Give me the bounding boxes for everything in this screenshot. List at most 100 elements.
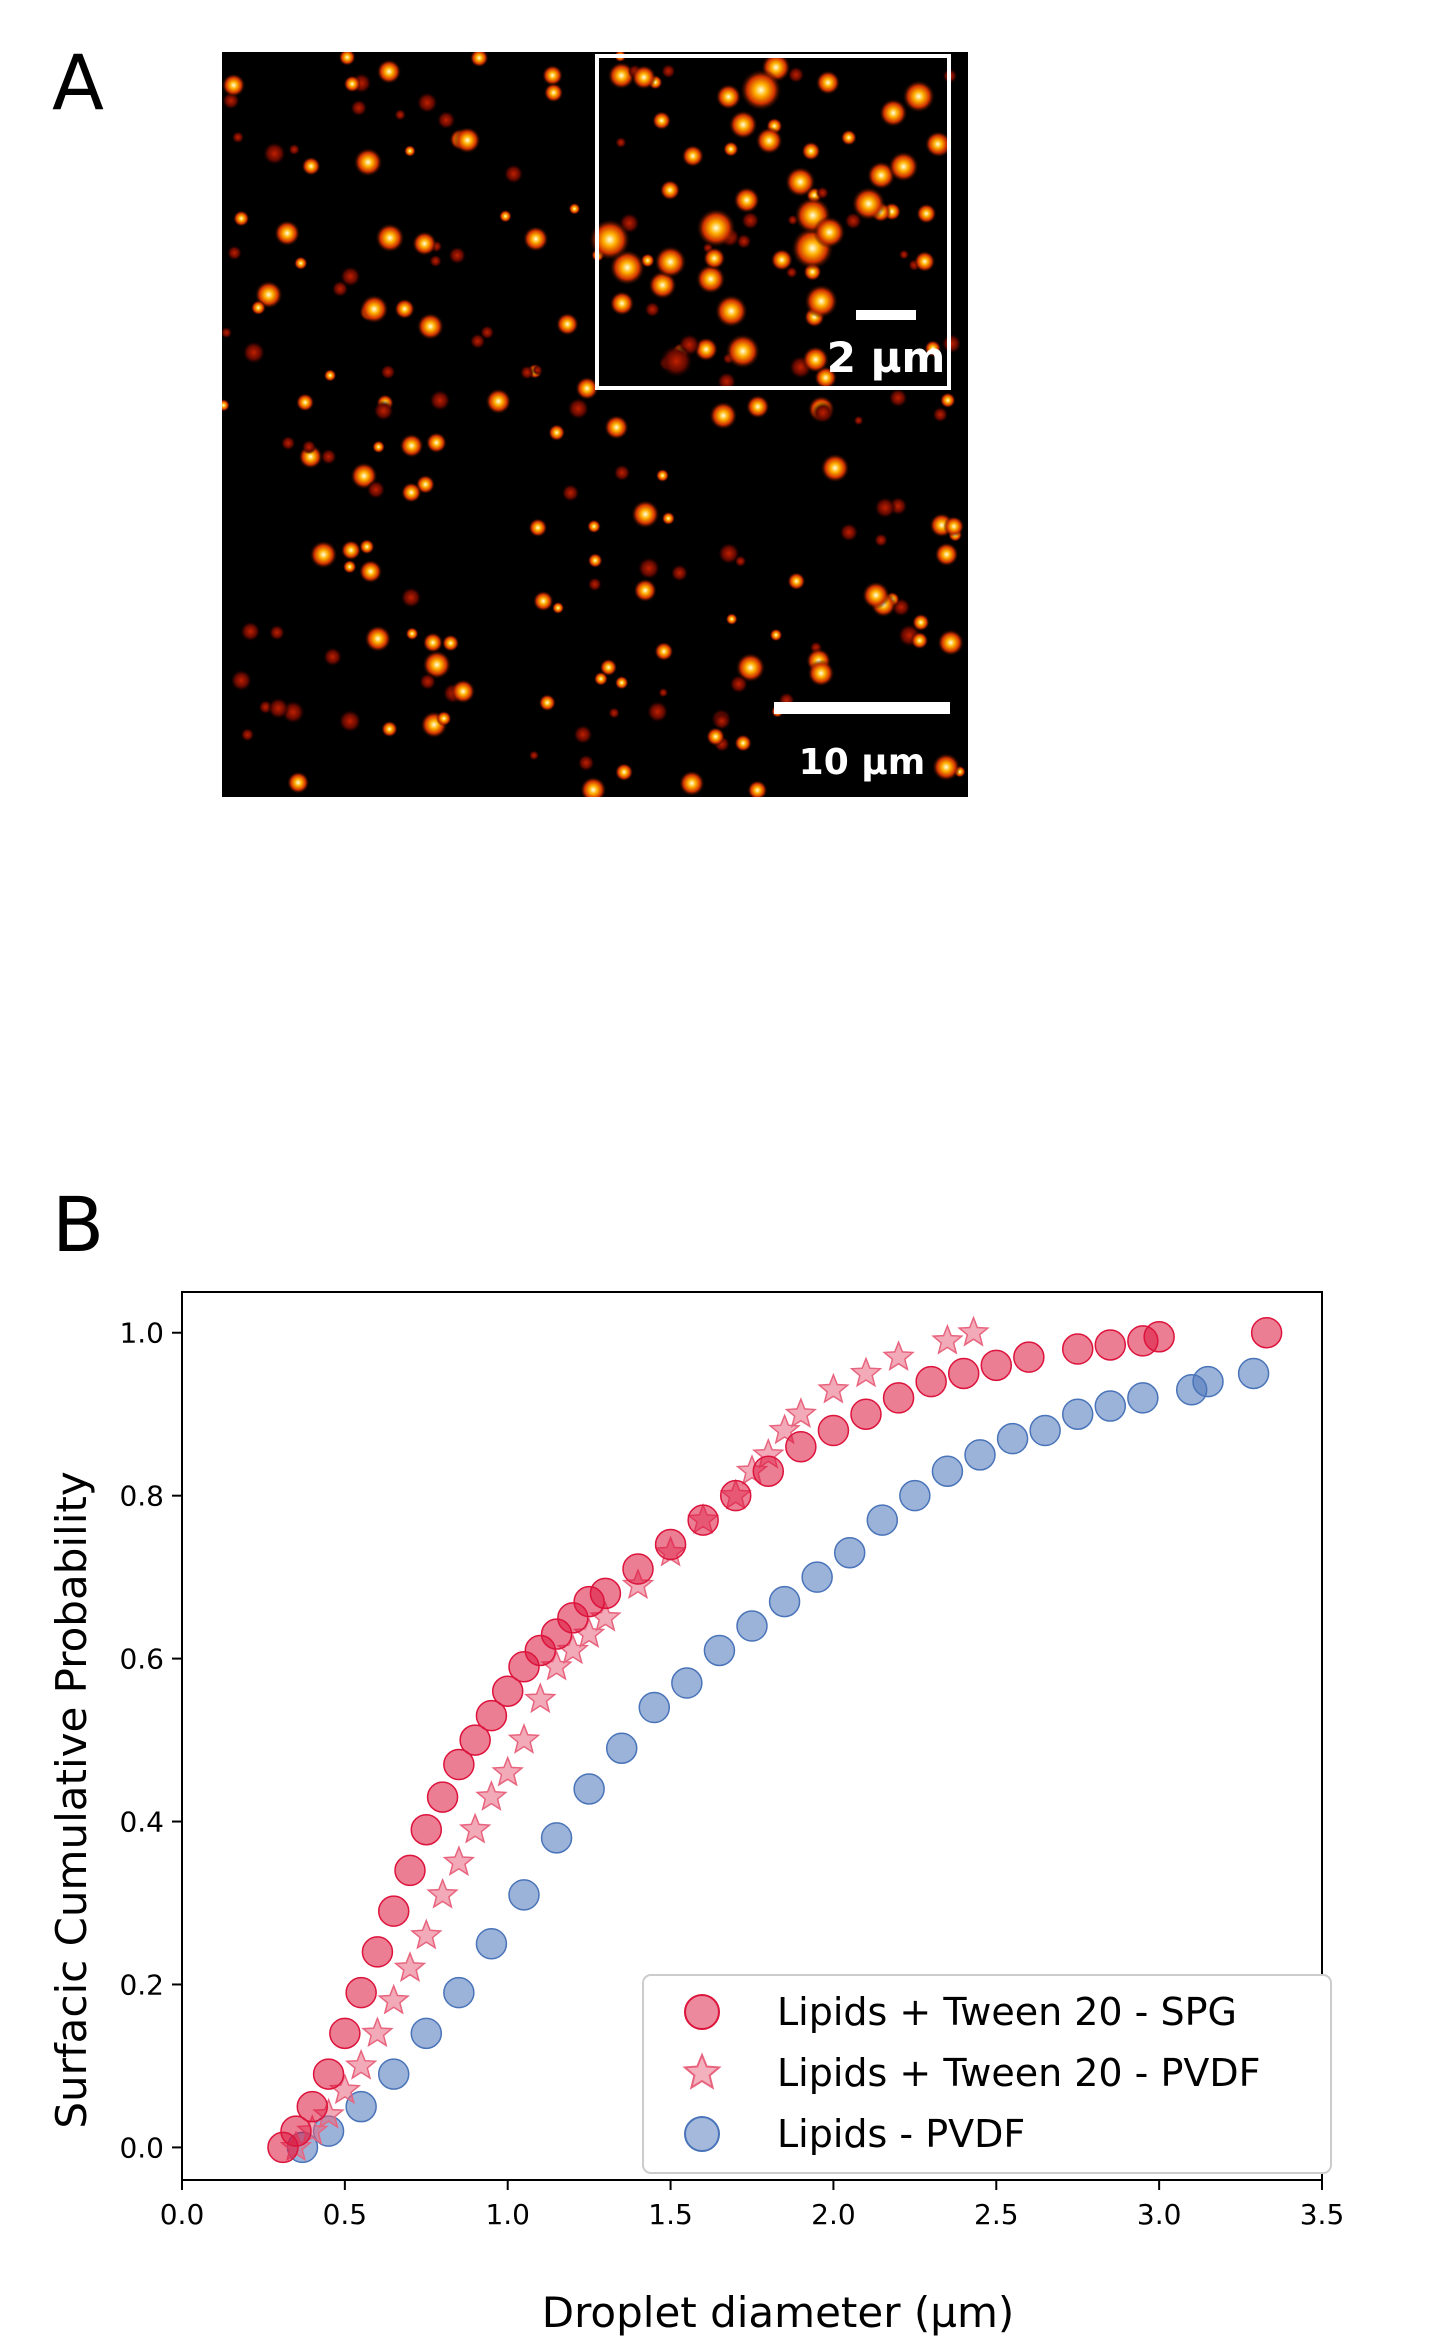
data-point (638, 1691, 671, 1724)
droplet-spot (338, 709, 362, 733)
droplet-spot (412, 231, 437, 257)
data-point (475, 1699, 508, 1732)
legend-marker-spg (684, 1994, 720, 2030)
droplet-spot (240, 727, 255, 742)
droplet-spot (898, 249, 910, 260)
legend-box (642, 1974, 1332, 2174)
droplet-spot (323, 647, 343, 667)
data-point (947, 1357, 980, 1390)
data-point (736, 1610, 768, 1642)
droplet-spot (769, 628, 783, 642)
data-point-star (458, 1812, 492, 1844)
droplet-spot (924, 339, 942, 357)
data-point-star (784, 1397, 818, 1428)
inset-droplet-spot (609, 290, 635, 316)
droplet-spot (729, 674, 749, 694)
data-point (801, 1561, 833, 1593)
droplet-spot (658, 687, 669, 698)
droplet-spot (394, 108, 407, 121)
droplet-spot (734, 734, 752, 752)
y-tick-label: 0.6 (119, 1643, 164, 1676)
droplet-spot (614, 675, 629, 690)
droplet-spot (678, 770, 705, 797)
droplet-spot (309, 540, 338, 569)
data-point (459, 1724, 491, 1756)
droplet-spot (820, 453, 850, 483)
droplet-spot (453, 126, 481, 154)
droplet-spot (932, 406, 949, 423)
droplet-spot (267, 697, 290, 720)
droplet-spot (939, 392, 956, 409)
data-point (931, 1455, 964, 1487)
data-point (882, 1382, 915, 1414)
droplet-spot (910, 631, 929, 650)
droplet-spot (380, 364, 396, 380)
droplet-spot (231, 131, 245, 144)
data-point (394, 1854, 426, 1887)
droplet-spot (268, 624, 286, 641)
droplet-spot (815, 186, 830, 200)
droplet-spot (655, 468, 670, 483)
inset-droplet-spot (888, 151, 919, 183)
data-point (1127, 1382, 1159, 1414)
droplet-spot (608, 707, 620, 719)
droplet-spot (498, 209, 512, 223)
droplet-spot (222, 398, 230, 412)
data-point-star (377, 1983, 410, 2015)
droplet-spot (587, 552, 603, 569)
droplet-spot (295, 393, 315, 412)
droplet-spot (568, 202, 581, 215)
droplet-spot (399, 433, 424, 458)
droplet-spot (222, 326, 233, 339)
data-point-star (344, 2048, 378, 2080)
droplet-spot (839, 522, 859, 542)
droplet-spot (400, 586, 422, 609)
droplet-spot (416, 312, 445, 341)
y-tick-label: 1.0 (119, 1317, 164, 1350)
droplet-spot (320, 448, 337, 466)
inset-droplet-spot (696, 208, 736, 248)
data-point (915, 1365, 947, 1398)
droplet-spot (250, 300, 266, 316)
inset-droplet-spot (804, 284, 839, 319)
droplet-spot (579, 776, 607, 797)
legend-label-pvdf-tween: Lipids + Tween 20 - PVDF (777, 2051, 1261, 2095)
x-tick-label: 0.5 (323, 2198, 368, 2231)
inset-droplet-spot (755, 126, 783, 155)
droplet-spot (532, 364, 543, 376)
data-point-star (442, 1845, 476, 1877)
droplet-spot (469, 52, 489, 68)
legend-label-spg: Lipids + Tween 20 - SPG (777, 1990, 1237, 2034)
data-point (1094, 1329, 1127, 1361)
data-point (589, 1577, 622, 1610)
panel-a-letter: A (52, 38, 104, 127)
inset-droplet-spot (728, 110, 758, 140)
droplet-spot (587, 519, 601, 534)
droplet-spot (802, 345, 830, 374)
droplet-spot (358, 559, 383, 584)
droplet-spot (599, 658, 618, 677)
droplet-spot (485, 388, 512, 415)
droplet-spot (723, 141, 739, 157)
data-point (540, 1822, 573, 1854)
droplet-spot (924, 131, 951, 158)
data-point-star (475, 1780, 508, 1811)
panel-b-letter: B (52, 1180, 105, 1269)
droplet-spot (932, 752, 961, 782)
droplet-spot (745, 394, 770, 419)
droplet-spot (350, 99, 368, 117)
droplet-spot (541, 64, 564, 86)
inset-droplet-spot (851, 186, 886, 221)
droplet-spot (787, 66, 805, 84)
data-point (508, 1879, 540, 1911)
data-point-star (931, 1323, 964, 1355)
droplet-spot (637, 556, 661, 580)
x-tick-label: 3.0 (1137, 2198, 1182, 2231)
droplet-spot (561, 483, 580, 502)
droplet-spot (587, 577, 602, 592)
data-point (410, 2017, 443, 2050)
droplet-spot (339, 265, 361, 288)
droplet-spot (429, 254, 443, 268)
droplet-spot (555, 312, 579, 336)
plot-frame (181, 1291, 1323, 2181)
